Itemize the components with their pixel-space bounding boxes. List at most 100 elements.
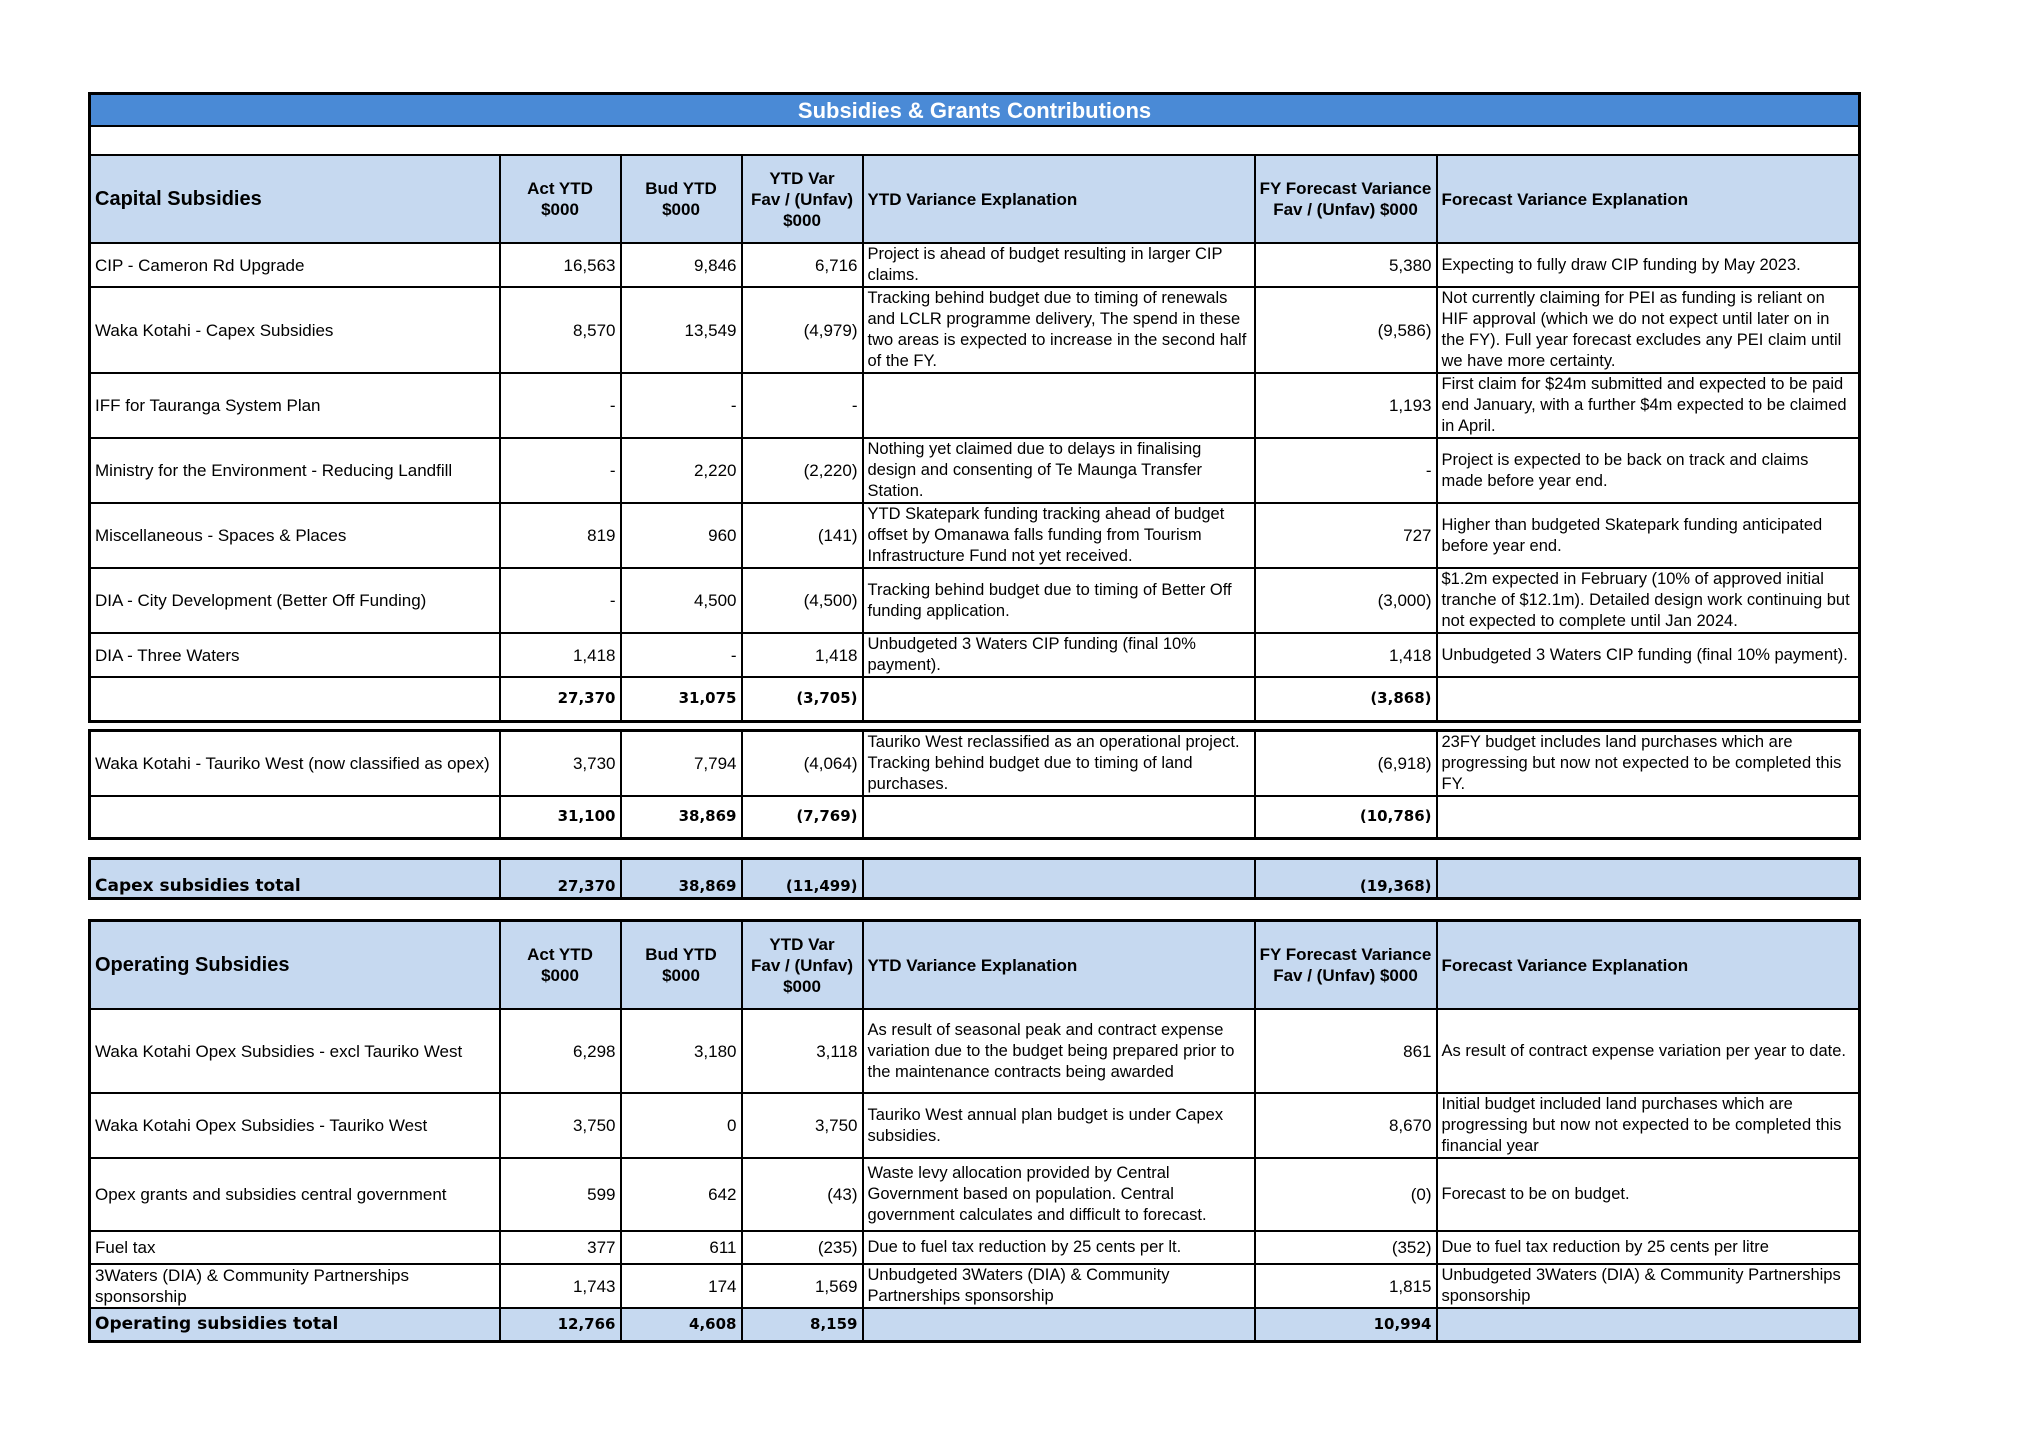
table-row: CIP - Cameron Rd Upgrade 16,563 9,846 6,716…	[88, 242, 1861, 288]
row-fexpl: Project is expected to be back on track …	[1435, 437, 1861, 504]
row-fexpl: Unbudgeted 3Waters (DIA) & Community Par…	[1435, 1263, 1861, 1309]
capital-section-title: Capital Subsidies	[88, 154, 501, 244]
row-fy: 1,418	[1253, 632, 1438, 678]
capital-subsidies-table: Subsidies & Grants Contributions Capital…	[88, 92, 1862, 723]
row-expl: Unbudgeted 3Waters (DIA) & Community Par…	[861, 1263, 1256, 1309]
total-var: 8,159	[740, 1307, 864, 1342]
row-var: 3,750	[740, 1092, 864, 1159]
table-row: DIA - City Development (Better Off Fundi…	[88, 567, 1861, 634]
row-fy: (6,918)	[1253, 729, 1438, 797]
row-bud: 2,220	[619, 437, 743, 504]
row-expl: Due to fuel tax reduction by 25 cents pe…	[861, 1230, 1256, 1265]
total-var: (7,769)	[740, 795, 864, 839]
tauriko-total-row: 31,100 38,869 (7,769) (10,786)	[88, 795, 1861, 839]
row-fexpl: Due to fuel tax reduction by 25 cents pe…	[1435, 1230, 1861, 1265]
row-fexpl: $1.2m expected in February (10% of appro…	[1435, 567, 1861, 634]
row-fy: -	[1253, 437, 1438, 504]
row-var: 3,118	[740, 1008, 864, 1094]
col-bud-ytd: Bud YTD $000	[619, 919, 743, 1010]
total-fy: 10,994	[1253, 1307, 1438, 1342]
operating-total-row: Operating subsidies total 12,766 4,608 8…	[88, 1307, 1861, 1342]
row-act: 377	[498, 1230, 622, 1265]
col-ytd-expl: YTD Variance Explanation	[861, 154, 1256, 244]
table-row: Waka Kotahi - Capex Subsidies 8,570 13,549…	[88, 286, 1861, 374]
row-name: Waka Kotahi - Capex Subsidies	[88, 286, 501, 374]
capital-total-row: 27,370 31,075 (3,705) (3,868)	[88, 676, 1861, 722]
row-expl: Tauriko West annual plan budget is under…	[861, 1092, 1256, 1159]
capex-total-table: Capex subsidies total 27,370 38,869 (11,…	[88, 857, 1861, 900]
row-fexpl: Higher than budgeted Skatepark funding a…	[1435, 502, 1861, 569]
table-row: 3Waters (DIA) & Community Partnerships s…	[88, 1263, 1861, 1309]
table-row: Waka Kotahi Opex Subsidies - Tauriko Wes…	[88, 1092, 1861, 1159]
row-var: 1,569	[740, 1263, 864, 1309]
row-fexpl: Initial budget included land purchases w…	[1435, 1092, 1861, 1159]
table-row: DIA - Three Waters 1,418-1,418 Unbudgeted …	[88, 632, 1861, 678]
row-act: 819	[498, 502, 622, 569]
table-row: Waka Kotahi Opex Subsidies - excl Taurik…	[88, 1008, 1861, 1094]
row-fexpl: As result of contract expense variation …	[1435, 1008, 1861, 1094]
row-fy: (352)	[1253, 1230, 1438, 1265]
capital-rows: CIP - Cameron Rd Upgrade 16,563 9,846 6,716…	[88, 242, 1861, 678]
row-act: -	[498, 372, 622, 439]
col-fy-var: FY Forecast Variance Fav / (Unfav) $000	[1253, 154, 1438, 244]
row-expl: Unbudgeted 3 Waters CIP funding (final 1…	[861, 632, 1256, 678]
operating-total-label: Operating subsidies total	[88, 1307, 501, 1342]
row-act: 3,730	[498, 729, 622, 797]
row-name: Miscellaneous - Spaces & Places	[88, 502, 501, 569]
row-var: (2,220)	[740, 437, 864, 504]
table-row: Fuel tax 377 611 (235) Due to fuel tax reduc…	[88, 1230, 1861, 1265]
row-var: (4,064)	[740, 729, 864, 797]
row-fy: 5,380	[1253, 242, 1438, 288]
total-bud: 4,608	[619, 1307, 743, 1342]
row-bud: 13,549	[619, 286, 743, 374]
col-act-ytd: Act YTD $000	[498, 154, 622, 244]
row-name: Waka Kotahi Opex Subsidies - Tauriko Wes…	[88, 1092, 501, 1159]
row-fy: 1,193	[1253, 372, 1438, 439]
row-fy: (9,586)	[1253, 286, 1438, 374]
row-expl: Waste levy allocation provided by Centra…	[861, 1157, 1256, 1232]
row-expl	[861, 372, 1256, 439]
row-act: 6,298	[498, 1008, 622, 1094]
row-name: Ministry for the Environment - Reducing …	[88, 437, 501, 504]
row-act: -	[498, 437, 622, 504]
row-expl: Tracking behind budget due to timing of …	[861, 286, 1256, 374]
total-bud: 38,869	[619, 857, 743, 900]
col-ytd-var: YTD Var Fav / (Unfav) $000	[740, 154, 864, 244]
row-var: 6,716	[740, 242, 864, 288]
row-act: 16,563	[498, 242, 622, 288]
row-expl: Tauriko West reclassified as an operatio…	[861, 729, 1256, 797]
row-fy: 8,670	[1253, 1092, 1438, 1159]
total-var: (11,499)	[740, 857, 864, 900]
row-act: 1,743	[498, 1263, 622, 1309]
row-name: DIA - Three Waters	[88, 632, 501, 678]
total-bud: 31,075	[619, 676, 743, 722]
row-var: 1,418	[740, 632, 864, 678]
row-fy: 727	[1253, 502, 1438, 569]
row-fexpl: Forecast to be on budget.	[1435, 1157, 1861, 1232]
table-row: Opex grants and subsidies central govern…	[88, 1157, 1861, 1232]
col-bud-ytd: Bud YTD $000	[619, 154, 743, 244]
row-bud: 0	[619, 1092, 743, 1159]
row-act: 1,418	[498, 632, 622, 678]
operating-header-row: Operating Subsidies Act YTD $000 Bud YTD $…	[88, 919, 1861, 1010]
table-row: IFF for Tauranga System Plan - - -1,193 Firs…	[88, 372, 1861, 439]
capital-header-row: Capital Subsidies Act YTD $000 Bud YTD $00…	[88, 154, 1861, 244]
row-fy: (3,000)	[1253, 567, 1438, 634]
row-fy: 1,815	[1253, 1263, 1438, 1309]
row-act: 3,750	[498, 1092, 622, 1159]
tauriko-west-table: Waka Kotahi - Tauriko West (now classifi…	[88, 729, 1861, 840]
row-expl: Nothing yet claimed due to delays in fin…	[861, 437, 1256, 504]
operating-subsidies-table: Operating Subsidies Act YTD $000 Bud YTD $…	[88, 919, 1861, 1343]
row-act: 8,570	[498, 286, 622, 374]
row-fy: (0)	[1253, 1157, 1438, 1232]
row-name: Waka Kotahi Opex Subsidies - excl Taurik…	[88, 1008, 501, 1094]
operating-section-title: Operating Subsidies	[88, 919, 501, 1010]
row-act: -	[498, 567, 622, 634]
report-title: Subsidies & Grants Contributions	[88, 92, 1861, 127]
row-var: (4,500)	[740, 567, 864, 634]
row-fexpl: 23FY budget includes land purchases whic…	[1435, 729, 1861, 797]
total-bud: 38,869	[619, 795, 743, 839]
col-act-ytd: Act YTD $000	[498, 919, 622, 1010]
col-fy-var: FY Forecast Variance Fav / (Unfav) $000	[1253, 919, 1438, 1010]
row-var: (141)	[740, 502, 864, 569]
